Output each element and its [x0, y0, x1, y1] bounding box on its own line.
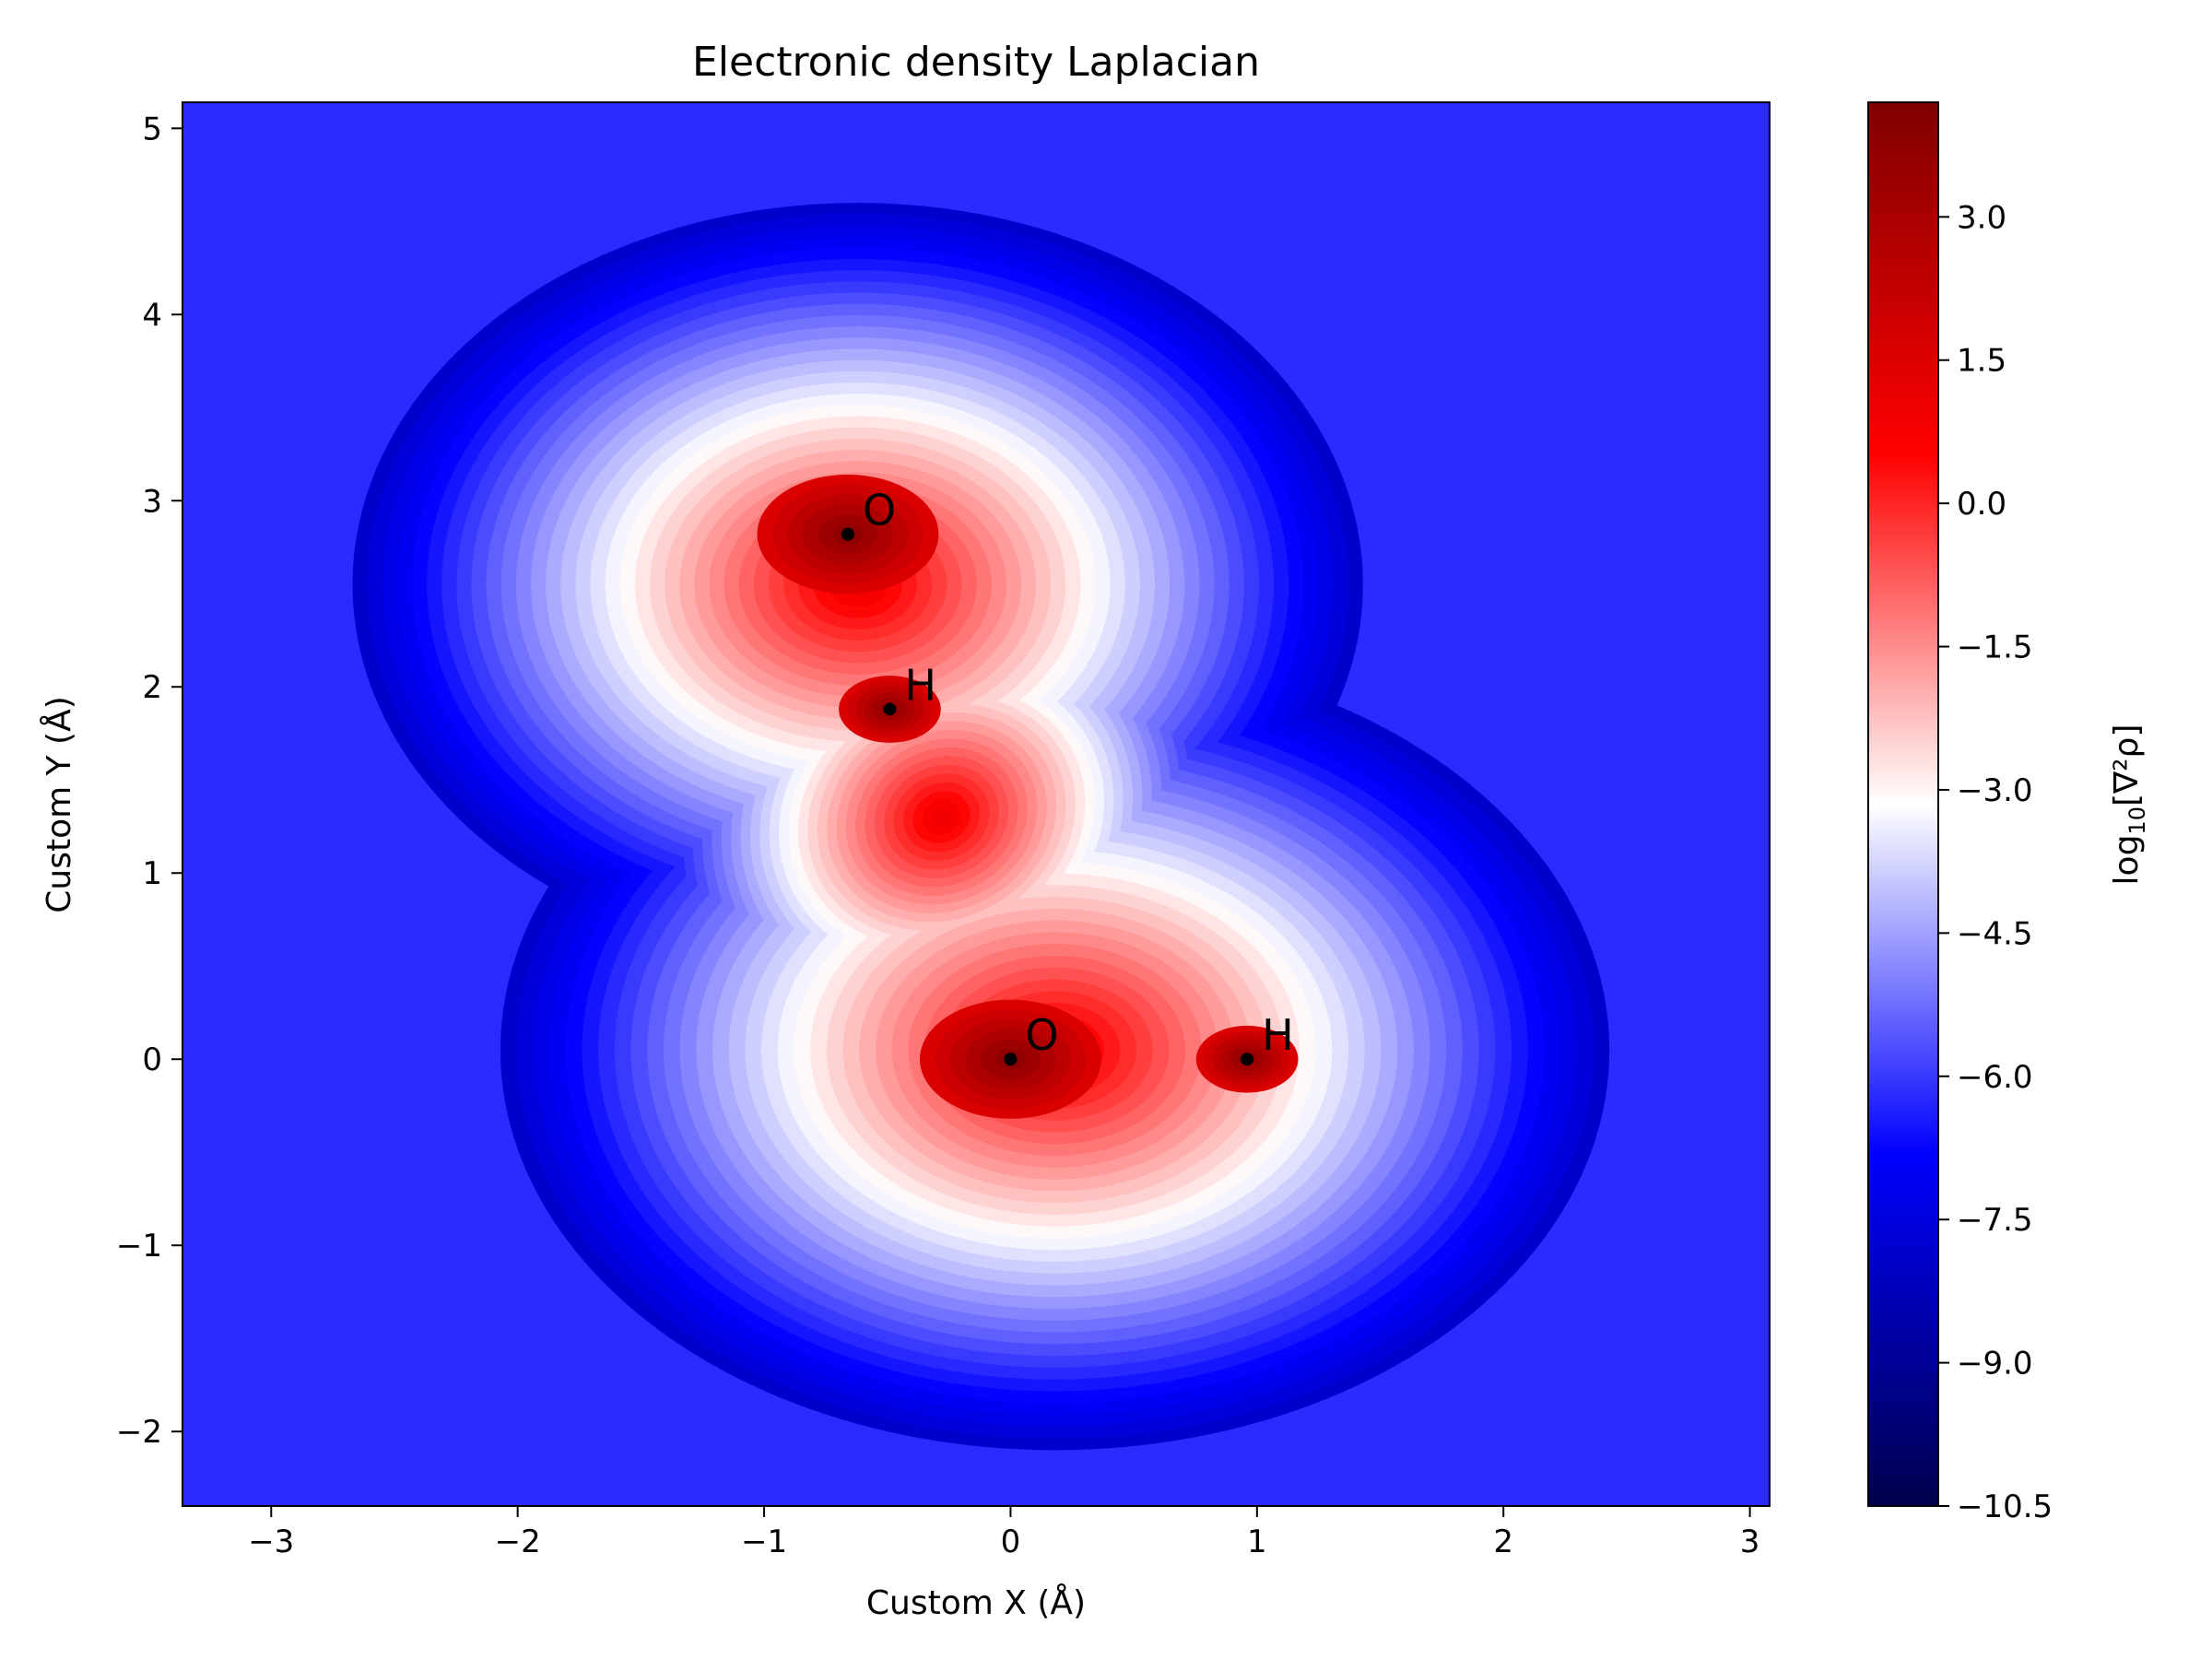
colorbar-tick-label: −9.0: [1957, 1346, 2033, 1382]
colorbar-tick-label: −3.0: [1957, 772, 2033, 809]
colorbar-frame: [1867, 101, 1939, 1507]
x-tick-label: −1: [741, 1524, 787, 1560]
colorbar-tick-label: 3.0: [1957, 199, 2006, 236]
x-axis-label: Custom X (Å): [866, 1583, 1086, 1622]
y-axis-label: Custom Y (Å): [39, 696, 78, 913]
colorbar-tick-label: −7.5: [1957, 1202, 2033, 1239]
atom-label: H: [1262, 1010, 1294, 1060]
atom-label: O: [1025, 1010, 1058, 1060]
colorbar-tick-label: 0.0: [1957, 486, 2006, 523]
colorbar-tick-label: −4.5: [1957, 915, 2033, 952]
colorbar-label-base: log: [2108, 835, 2146, 886]
y-tick-label: 1: [142, 855, 162, 892]
colorbar-label-subscript: 10: [2124, 806, 2150, 835]
atom-label: H: [904, 660, 936, 710]
atom-point: [1241, 1053, 1254, 1066]
y-tick-label: −2: [116, 1414, 162, 1451]
x-tick-label: 2: [1493, 1524, 1513, 1560]
x-tick-label: −2: [495, 1524, 541, 1560]
x-axis: −3 −2 −1 0 1 2 3: [248, 1506, 1759, 1560]
colorbar-tick-label: −6.0: [1957, 1059, 2033, 1096]
plot-area: O H O H: [182, 101, 1771, 1507]
atom-point: [883, 702, 897, 716]
colorbar-tick-label: −1.5: [1957, 629, 2033, 666]
y-tick-label: −1: [116, 1228, 162, 1265]
y-axis: −2 −1 0 1 2 3 4 5: [116, 111, 182, 1451]
x-tick-label: 0: [1001, 1524, 1021, 1560]
y-tick-label: 4: [142, 297, 162, 334]
x-tick-label: −3: [248, 1524, 294, 1560]
x-tick-label: 1: [1247, 1524, 1267, 1560]
colorbar-label: log10[∇²ρ]: [2108, 724, 2150, 886]
y-tick-label: 0: [142, 1041, 162, 1078]
density-heatmap: [352, 203, 1610, 1451]
colorbar-gradient: [1868, 102, 1938, 1506]
colorbar-ticks: 3.0 1.5 0.0 −1.5 −3.0 −4.5 −6.0 −7.5 −9.0 −10.5: [1938, 199, 2053, 1525]
colorbar-label-expr: [∇²ρ]: [2108, 724, 2146, 806]
atom-point: [841, 527, 854, 541]
plot-frame: [182, 101, 1771, 1507]
colorbar: 3.0 1.5 0.0 −1.5 −3.0 −4.5 −6.0 −7.5 −9.0 −10.5 l…: [1867, 101, 2150, 1525]
atom-point: [1004, 1053, 1018, 1066]
density-contour-band: [932, 808, 951, 827]
colorbar-tick-label: 1.5: [1957, 343, 2006, 380]
chart-title: Electronic density Laplacian: [692, 39, 1260, 86]
x-tick-label: 3: [1740, 1524, 1760, 1560]
y-tick-label: 2: [142, 669, 162, 706]
atom-label: O: [863, 486, 896, 535]
y-tick-label: 3: [142, 483, 162, 520]
y-tick-label: 5: [142, 111, 162, 147]
colorbar-tick-label: −10.5: [1957, 1488, 2053, 1525]
atom-markers: O H O H: [841, 486, 1294, 1066]
